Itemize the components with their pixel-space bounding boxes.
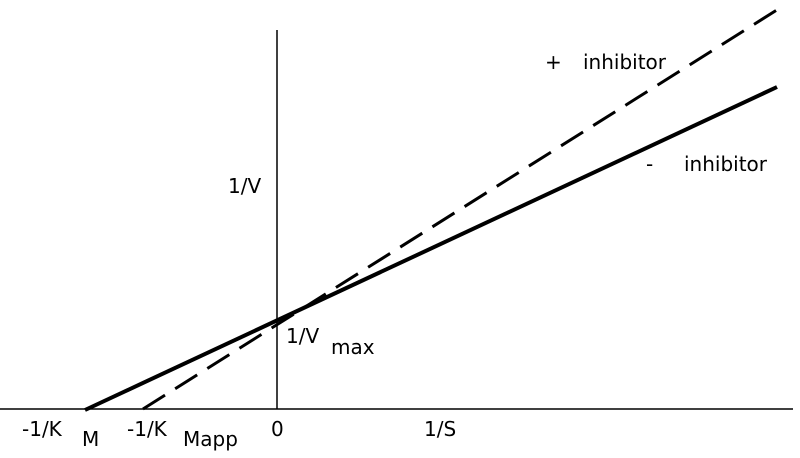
plus-label: inhibitor bbox=[583, 50, 667, 74]
x-axis-label: 1/S bbox=[424, 417, 456, 441]
intercept-label: 1/V bbox=[286, 324, 319, 348]
km-sub: M bbox=[82, 427, 99, 451]
kmapp-label: -1/K bbox=[127, 417, 168, 441]
kmapp-sub: Mapp bbox=[183, 427, 238, 451]
origin-label: 0 bbox=[271, 417, 284, 441]
intercept-sub: max bbox=[331, 335, 375, 359]
y-axis-label: 1/V bbox=[228, 174, 261, 198]
minus-label: inhibitor bbox=[684, 152, 768, 176]
line-no-inhibitor bbox=[84, 85, 778, 412]
plus-sign: + bbox=[545, 50, 562, 74]
km-label: -1/K bbox=[22, 417, 63, 441]
minus-sign: - bbox=[646, 152, 653, 176]
line-inhibitor bbox=[142, 6, 781, 411]
